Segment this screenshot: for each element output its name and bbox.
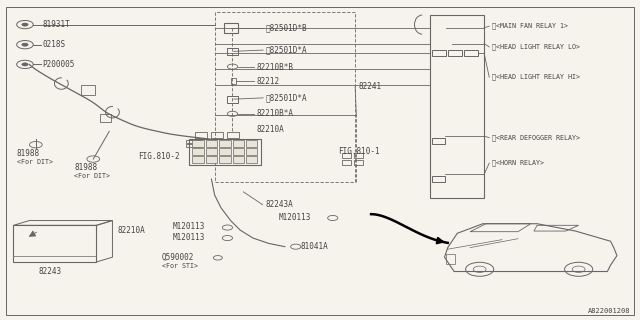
- Bar: [192, 148, 204, 155]
- Bar: [189, 139, 260, 165]
- Bar: [219, 156, 230, 163]
- Bar: [205, 148, 217, 155]
- Bar: [246, 140, 257, 147]
- Bar: [219, 148, 230, 155]
- Bar: [342, 160, 351, 165]
- Bar: [449, 50, 463, 56]
- Text: 82212: 82212: [256, 77, 279, 86]
- Bar: [433, 50, 447, 56]
- Bar: [465, 50, 478, 56]
- Text: 82210B*A: 82210B*A: [256, 109, 293, 118]
- Text: ⠡82501D*A: ⠡82501D*A: [266, 93, 307, 102]
- Text: ①<HEAD LIGHT RELAY HI>: ①<HEAD LIGHT RELAY HI>: [492, 74, 580, 80]
- Bar: [186, 140, 193, 143]
- Bar: [232, 140, 244, 147]
- Text: ①<HORN RELAY>: ①<HORN RELAY>: [492, 160, 545, 166]
- Bar: [246, 156, 257, 163]
- Bar: [227, 48, 237, 55]
- Text: 82243: 82243: [38, 267, 61, 276]
- Bar: [211, 132, 223, 138]
- Bar: [232, 156, 244, 163]
- Circle shape: [22, 43, 28, 46]
- Text: ①<REAR DEFOGGER RELAY>: ①<REAR DEFOGGER RELAY>: [492, 134, 580, 141]
- Text: Q590002: Q590002: [162, 253, 194, 262]
- Bar: [205, 156, 217, 163]
- Bar: [224, 23, 238, 33]
- Bar: [186, 144, 193, 147]
- Bar: [205, 140, 217, 147]
- Text: M120113: M120113: [173, 222, 205, 231]
- Bar: [246, 148, 257, 155]
- Text: 81988: 81988: [17, 149, 40, 158]
- Bar: [194, 144, 201, 147]
- Text: ②<MAIN FAN RELAY 1>: ②<MAIN FAN RELAY 1>: [492, 23, 568, 29]
- Text: ⠢82501D*B: ⠢82501D*B: [266, 23, 307, 32]
- Text: FIG.810-1: FIG.810-1: [338, 147, 380, 156]
- Text: 0218S: 0218S: [42, 40, 65, 49]
- Bar: [214, 12, 355, 182]
- Bar: [430, 15, 484, 198]
- Bar: [194, 140, 201, 143]
- Text: <For DIT>: <For DIT>: [74, 173, 110, 179]
- Bar: [195, 132, 207, 138]
- Text: 82241: 82241: [358, 82, 381, 91]
- Text: A822001208: A822001208: [588, 308, 630, 314]
- Text: 81931T: 81931T: [42, 20, 70, 29]
- Bar: [81, 85, 95, 95]
- Bar: [219, 140, 230, 147]
- Text: 81041A: 81041A: [301, 242, 328, 251]
- Text: 82210B*B: 82210B*B: [256, 63, 293, 72]
- Bar: [227, 132, 239, 138]
- Bar: [232, 148, 244, 155]
- Text: 81988: 81988: [74, 163, 97, 172]
- Bar: [227, 96, 237, 103]
- Bar: [354, 160, 363, 165]
- Bar: [100, 115, 111, 123]
- Text: <For DIT>: <For DIT>: [17, 159, 52, 165]
- Bar: [13, 225, 97, 262]
- Text: P200005: P200005: [42, 60, 75, 69]
- Text: ⠡82501D*A: ⠡82501D*A: [266, 45, 307, 55]
- Text: M120113: M120113: [278, 213, 311, 222]
- Bar: [446, 254, 456, 264]
- Text: <For STI>: <For STI>: [162, 263, 198, 269]
- Bar: [354, 153, 363, 158]
- Circle shape: [22, 63, 28, 66]
- Bar: [192, 140, 204, 147]
- Bar: [230, 78, 236, 84]
- Text: 82243A: 82243A: [266, 200, 294, 209]
- Text: 82210A: 82210A: [118, 226, 145, 235]
- Text: M120113: M120113: [173, 233, 205, 242]
- Bar: [433, 138, 445, 144]
- Bar: [342, 153, 351, 158]
- Bar: [192, 156, 204, 163]
- Text: ①<HEAD LIGHT RELAY LO>: ①<HEAD LIGHT RELAY LO>: [492, 44, 580, 50]
- Text: FIG.810-2: FIG.810-2: [138, 152, 180, 161]
- Circle shape: [22, 23, 28, 26]
- Bar: [433, 176, 445, 182]
- Text: 82210A: 82210A: [256, 125, 284, 134]
